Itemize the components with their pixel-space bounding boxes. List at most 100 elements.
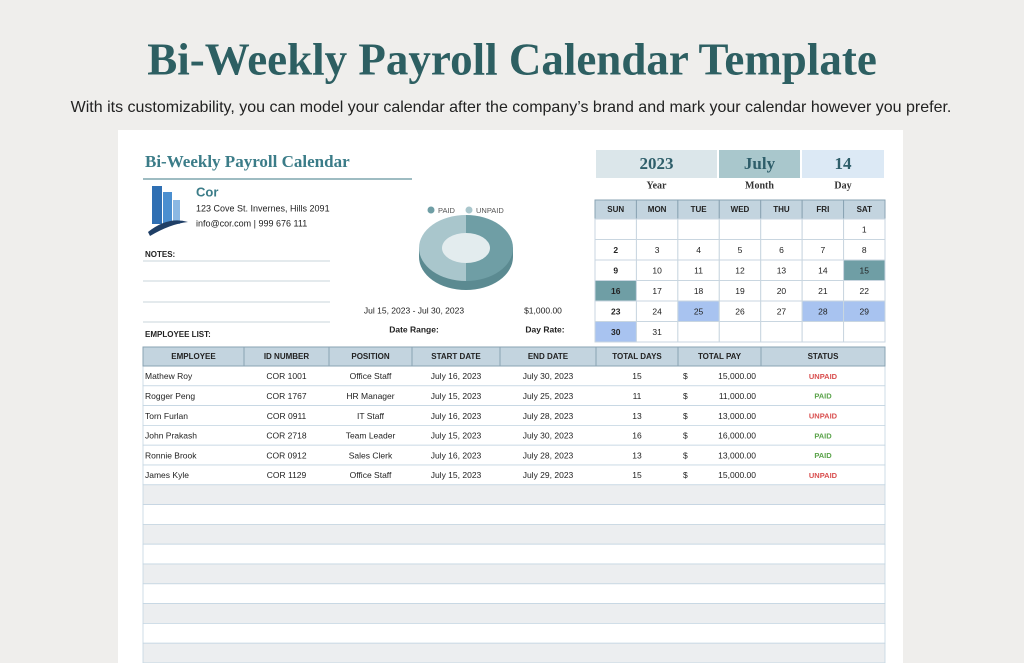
end-date: July 29, 2023 bbox=[523, 470, 574, 480]
day-cell bbox=[635, 218, 679, 240]
day-cell bbox=[760, 218, 803, 240]
table-row-bg bbox=[142, 405, 886, 426]
id-number: COR 2718 bbox=[266, 431, 306, 441]
day-cell bbox=[677, 218, 720, 240]
table-row-bg bbox=[142, 464, 886, 486]
position: Office Staff bbox=[350, 470, 392, 480]
month-value: July bbox=[744, 154, 776, 173]
day-number: 3 bbox=[655, 245, 660, 255]
total-pay: 16,000.00 bbox=[718, 431, 756, 441]
weekday-label: MON bbox=[648, 205, 667, 214]
day-label: Day bbox=[834, 180, 851, 191]
day-value: 14 bbox=[835, 154, 853, 173]
id-number: COR 1001 bbox=[266, 371, 306, 381]
day-cell bbox=[760, 321, 803, 343]
day-number: 9 bbox=[613, 266, 618, 276]
total-days: 15 bbox=[632, 470, 642, 480]
weekday-label: SAT bbox=[857, 205, 873, 214]
day-number: 11 bbox=[694, 266, 703, 276]
day-number: 25 bbox=[694, 307, 704, 317]
start-date: July 16, 2023 bbox=[431, 371, 482, 381]
day-number: 27 bbox=[777, 307, 787, 317]
day-box bbox=[802, 150, 884, 178]
day-number: 31 bbox=[652, 327, 662, 337]
table-row-bg bbox=[142, 424, 886, 446]
total-days: 13 bbox=[632, 411, 642, 421]
currency: $ bbox=[683, 391, 688, 401]
day-number: 19 bbox=[735, 286, 745, 296]
day-number: 10 bbox=[652, 266, 662, 276]
legend-label: PAID bbox=[438, 206, 456, 215]
employee-name: Rogger Peng bbox=[145, 391, 195, 401]
weekday-label: WED bbox=[731, 205, 750, 214]
day-number: 30 bbox=[611, 327, 621, 337]
position: Office Staff bbox=[350, 371, 392, 381]
year-box bbox=[596, 150, 717, 178]
total-pay: 15,000.00 bbox=[718, 470, 756, 480]
table-row-bg bbox=[142, 484, 886, 505]
employee-name: James Kyle bbox=[145, 470, 189, 480]
table-row-bg bbox=[142, 543, 886, 565]
donut-hole bbox=[442, 233, 490, 263]
employee-list-label: EMPLOYEE LIST: bbox=[145, 330, 211, 339]
day-number: 6 bbox=[779, 245, 784, 255]
table-row-bg bbox=[142, 563, 886, 585]
day-number: 4 bbox=[696, 245, 701, 255]
table-row-bg bbox=[142, 583, 886, 604]
total-pay: 13,000.00 bbox=[718, 450, 756, 460]
table-row-bg bbox=[142, 504, 886, 525]
start-date: July 16, 2023 bbox=[431, 411, 482, 421]
company-name: Cor bbox=[196, 184, 218, 199]
weekday-label: FRI bbox=[816, 205, 829, 214]
day-number: 15 bbox=[860, 266, 870, 276]
day-number: 26 bbox=[735, 307, 745, 317]
table-header: POSITION bbox=[351, 352, 389, 361]
day-number: 12 bbox=[735, 266, 745, 276]
currency: $ bbox=[683, 470, 688, 480]
status: UNPAID bbox=[809, 471, 838, 480]
start-date: July 16, 2023 bbox=[431, 450, 482, 460]
sheet-title: Bi-Weekly Payroll Calendar bbox=[145, 152, 350, 171]
table-header-cell bbox=[760, 346, 886, 367]
day-number: 14 bbox=[818, 266, 828, 276]
start-date: July 15, 2023 bbox=[431, 391, 482, 401]
id-number: COR 0912 bbox=[266, 450, 306, 460]
date-range: Jul 15, 2023 - Jul 30, 2023 bbox=[364, 305, 464, 315]
currency: $ bbox=[683, 371, 688, 381]
day-cell bbox=[801, 321, 845, 343]
total-days: 16 bbox=[632, 431, 642, 441]
day-number: 16 bbox=[611, 286, 621, 296]
day-number: 2 bbox=[613, 245, 618, 255]
day-cell bbox=[594, 218, 637, 240]
total-days: 15 bbox=[632, 371, 642, 381]
total-pay: 13,000.00 bbox=[718, 411, 756, 421]
day-rate: $1,000.00 bbox=[524, 305, 562, 315]
year-value: 2023 bbox=[640, 154, 674, 173]
start-date: July 15, 2023 bbox=[431, 470, 482, 480]
table-row-bg bbox=[142, 444, 886, 466]
day-number: 8 bbox=[862, 245, 867, 255]
employee-name: Mathew Roy bbox=[145, 371, 193, 381]
total-days: 13 bbox=[632, 450, 642, 460]
weekday-label: SUN bbox=[607, 205, 624, 214]
month-box bbox=[719, 150, 800, 178]
currency: $ bbox=[683, 450, 688, 460]
position: HR Manager bbox=[346, 391, 394, 401]
legend-swatch bbox=[465, 206, 473, 214]
weekday-label: TUE bbox=[691, 205, 708, 214]
status: PAID bbox=[814, 451, 832, 460]
end-date: July 28, 2023 bbox=[523, 411, 574, 421]
year-label: Year bbox=[647, 180, 668, 191]
id-number: COR 1767 bbox=[266, 391, 306, 401]
table-row-bg bbox=[142, 524, 886, 545]
page-title: Bi-Weekly Payroll Calendar Template bbox=[147, 34, 877, 84]
day-cell bbox=[801, 218, 845, 240]
currency: $ bbox=[683, 411, 688, 421]
day-number: 5 bbox=[738, 245, 743, 255]
day-number: 17 bbox=[652, 286, 662, 296]
page-subtitle: With its customizability, you can model … bbox=[71, 99, 952, 116]
legend-label: UNPAID bbox=[476, 206, 504, 215]
day-number: 29 bbox=[860, 307, 870, 317]
id-number: COR 0911 bbox=[267, 411, 307, 421]
